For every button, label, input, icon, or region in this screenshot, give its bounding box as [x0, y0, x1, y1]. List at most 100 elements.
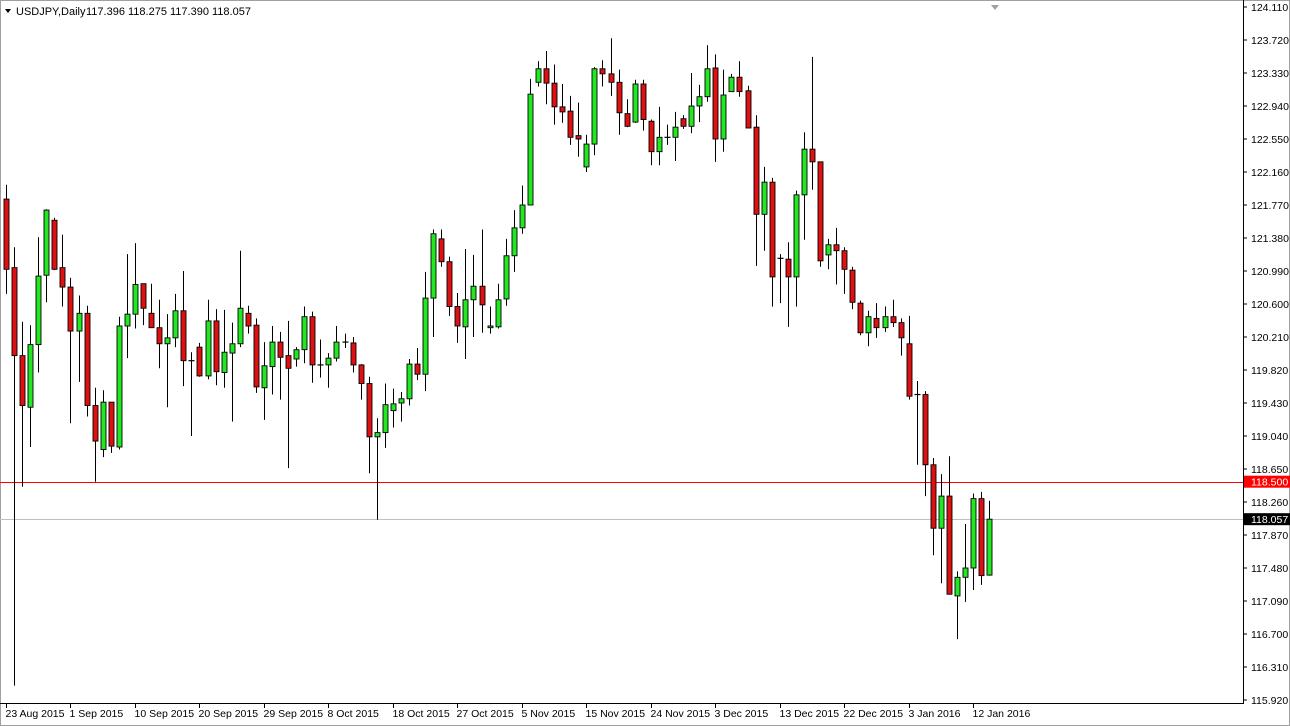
- bullish-candle-body: [511, 227, 518, 257]
- price-tick-label: 117.090: [1251, 596, 1288, 608]
- price-tick-label: 120.990: [1251, 266, 1289, 278]
- candle: [696, 84, 703, 123]
- price-tick-label: 121.770: [1251, 200, 1289, 212]
- bullish-candle-body: [591, 68, 598, 145]
- candle: [108, 401, 115, 453]
- candle: [825, 238, 832, 270]
- price-tick-label: 122.940: [1251, 101, 1289, 113]
- candle: [672, 111, 679, 161]
- candle: [712, 54, 719, 162]
- price-level-label: 118.057: [1251, 514, 1288, 526]
- bearish-candle-body: [616, 81, 623, 114]
- candle: [873, 303, 880, 338]
- chart-shift-marker-icon[interactable]: [991, 5, 999, 10]
- candle: [688, 73, 695, 134]
- bearish-candle-body: [809, 148, 816, 163]
- date-tick-label: 13 Dec 2015: [780, 708, 840, 720]
- bullish-candle-body: [688, 105, 695, 127]
- price-tick-label: 118.650: [1251, 464, 1288, 476]
- candle: [285, 320, 292, 469]
- candle: [954, 571, 961, 640]
- candle: [930, 458, 937, 556]
- candle: [390, 388, 397, 428]
- candle: [745, 85, 752, 129]
- candle: [495, 283, 502, 329]
- candle: [575, 102, 582, 157]
- candle: [333, 326, 340, 362]
- candle: [67, 277, 74, 424]
- candle: [978, 491, 985, 585]
- candle: [785, 242, 792, 327]
- bearish-candle-body: [51, 219, 58, 270]
- bearish-candle-body: [898, 322, 905, 339]
- dropdown-triangle-icon[interactable]: [5, 9, 11, 13]
- date-tick-label: 24 Nov 2015: [651, 708, 711, 720]
- candle: [180, 271, 187, 387]
- chart-ohlc-values: 117.396 118.275 117.390 118.057: [86, 6, 251, 18]
- bullish-candle-body: [76, 312, 83, 332]
- bearish-candle-body: [59, 267, 66, 288]
- bullish-candle-body: [801, 148, 808, 196]
- bullish-candle-body: [382, 404, 389, 434]
- candle: [986, 500, 993, 576]
- bearish-candle-body: [180, 310, 187, 362]
- price-tick-label: 122.550: [1251, 134, 1289, 146]
- candle: [438, 229, 445, 267]
- candle: [43, 209, 50, 303]
- price-tick-label: 116.700: [1251, 629, 1288, 641]
- candle: [277, 331, 284, 400]
- price-level-label-bg: [1244, 475, 1290, 488]
- bullish-candle-body: [390, 403, 397, 412]
- candle: [221, 309, 228, 388]
- candle: [205, 299, 212, 380]
- candle: [261, 342, 268, 420]
- bearish-candle-body: [366, 383, 373, 438]
- bullish-candle-body: [261, 365, 268, 389]
- bearish-candle-body: [833, 244, 840, 252]
- candle: [454, 293, 461, 343]
- bullish-candle-body: [672, 126, 679, 138]
- date-tick-label: 22 Dec 2015: [844, 708, 904, 720]
- bullish-candle-body: [172, 310, 179, 339]
- candle: [100, 390, 107, 458]
- candle: [350, 337, 357, 373]
- candle: [148, 283, 155, 329]
- candle: [366, 376, 373, 474]
- bullish-candle-body: [164, 337, 171, 345]
- bullish-candle-body: [938, 495, 945, 529]
- horizontal-lines: [0, 482, 1243, 520]
- price-tick-label: 116.310: [1251, 662, 1288, 674]
- bullish-candle-body: [793, 194, 800, 278]
- bearish-candle-body: [479, 285, 486, 306]
- bearish-candle-body: [11, 267, 18, 357]
- bearish-candle-body: [438, 238, 445, 263]
- date-tick-label: 5 Nov 2015: [522, 708, 576, 720]
- bullish-candle-body: [470, 285, 477, 301]
- bearish-candle-body: [753, 126, 760, 215]
- bearish-candle-body: [857, 302, 864, 334]
- bullish-candle-body: [487, 325, 494, 329]
- candle: [188, 352, 195, 436]
- bearish-candle-body: [575, 135, 582, 140]
- price-tick-label: 118.260: [1251, 497, 1288, 509]
- candle: [382, 383, 389, 448]
- bullish-candle-body: [519, 204, 526, 229]
- bearish-candle-body: [648, 120, 655, 153]
- bullish-candle-body: [632, 83, 639, 123]
- candle: [664, 124, 671, 145]
- candle: [398, 392, 405, 422]
- bullish-candle-body: [205, 320, 212, 377]
- candle: [140, 283, 147, 326]
- bullish-candle-body: [35, 275, 42, 346]
- candle: [793, 190, 800, 307]
- bullish-candle-body: [398, 398, 405, 404]
- candle: [446, 256, 453, 316]
- candle: [535, 61, 542, 87]
- bullish-candle-body: [986, 518, 993, 576]
- candle: [196, 342, 203, 377]
- bullish-candle-body: [882, 316, 889, 329]
- candle: [833, 227, 840, 285]
- price-level-label-bg: [1244, 513, 1290, 526]
- date-tick-label: 12 Jan 2016: [973, 708, 1031, 720]
